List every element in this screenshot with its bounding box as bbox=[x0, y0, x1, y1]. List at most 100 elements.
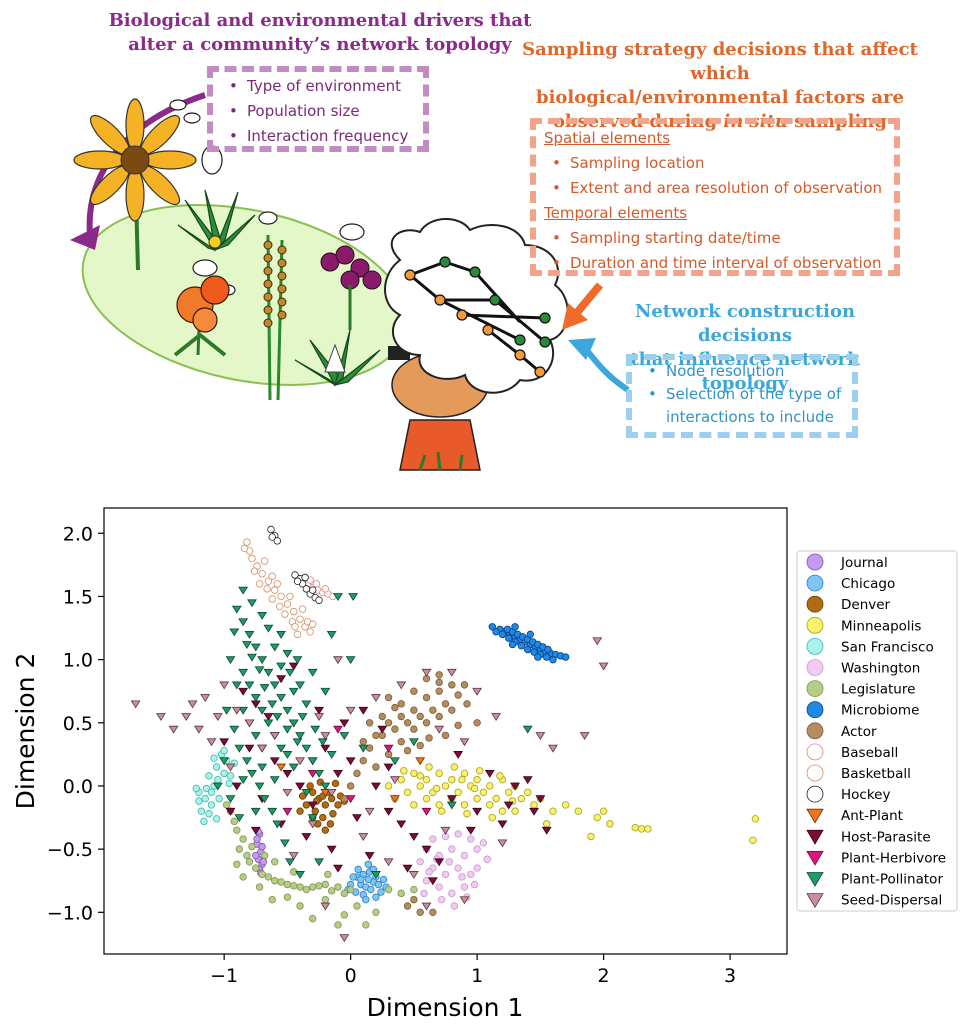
data-point-washington bbox=[438, 895, 446, 904]
data-point-chicago bbox=[377, 888, 385, 896]
data-point-legislature bbox=[239, 873, 247, 881]
data-point-microbiome bbox=[542, 653, 551, 661]
data-point-plant-pollinator bbox=[307, 757, 318, 766]
data-point-legislature bbox=[235, 845, 244, 853]
data-point-plant-pollinator bbox=[229, 628, 240, 637]
data-point-legislature bbox=[346, 885, 355, 894]
data-point-washington bbox=[470, 880, 479, 889]
data-point-host-parasite bbox=[529, 807, 539, 816]
data-point-baseball bbox=[312, 580, 321, 588]
data-point-plant-pollinator bbox=[250, 807, 261, 816]
data-point-legislature bbox=[283, 893, 292, 901]
data-point-plant-pollinator bbox=[276, 662, 286, 671]
data-point-washington bbox=[479, 839, 488, 847]
data-point-washington bbox=[460, 883, 469, 891]
data-point-washington bbox=[450, 902, 459, 910]
data-point-plant-pollinator bbox=[301, 744, 312, 753]
data-point-legislature bbox=[264, 873, 273, 881]
data-point-minneapolis bbox=[479, 788, 488, 796]
data-point-plant-pollinator bbox=[257, 706, 268, 715]
data-point-seed-dispersal bbox=[421, 668, 432, 677]
data-point-microbiome bbox=[524, 645, 532, 654]
data-point-minneapolis bbox=[549, 807, 557, 815]
data-point-plant-pollinator bbox=[212, 782, 223, 791]
y-tick-label: 0.5 bbox=[63, 713, 93, 735]
legend-marker bbox=[806, 743, 824, 761]
data-point-plant-pollinator bbox=[276, 631, 286, 639]
data-point-seed-dispersal bbox=[225, 763, 236, 772]
data-point-plant-pollinator bbox=[320, 687, 331, 696]
data-point-seed-dispersal bbox=[472, 687, 483, 696]
data-point-washington bbox=[454, 830, 462, 838]
data-point-plant-pollinator bbox=[276, 694, 286, 703]
data-point-seed-dispersal bbox=[598, 662, 609, 671]
data-point-plant-pollinator bbox=[269, 681, 280, 690]
legend-marker bbox=[806, 680, 824, 698]
data-point-denver bbox=[321, 826, 330, 834]
data-point-host-parasite bbox=[421, 845, 432, 854]
data-point-plant-pollinator bbox=[320, 782, 331, 791]
x-tick-label: 3 bbox=[724, 965, 736, 987]
data-point-actor bbox=[435, 712, 443, 721]
data-point-washington bbox=[435, 883, 443, 891]
data-point-seed-dispersal bbox=[295, 757, 305, 766]
data-point-seed-dispersal bbox=[231, 706, 242, 715]
data-point-plant-pollinator bbox=[310, 725, 321, 734]
data-point-plant-pollinator bbox=[301, 788, 312, 797]
data-point-san-francisco bbox=[212, 815, 221, 823]
legend-label: Minneapolis bbox=[841, 618, 921, 634]
sampling-header-line: biological/environmental factors are bbox=[536, 87, 904, 108]
data-point-actor bbox=[429, 706, 437, 714]
data-point-plant-pollinator bbox=[371, 871, 381, 879]
data-point-seed-dispersal bbox=[383, 858, 394, 867]
data-point-minneapolis bbox=[397, 775, 405, 784]
scatter-plot: −1 0 1 2 3 −1.0 −0.5 0.0 0.5 1.0 1.5 2.0 Dimension … bbox=[0, 490, 970, 1032]
data-point-plant-pollinator bbox=[257, 656, 268, 665]
data-point-chicago bbox=[364, 875, 373, 884]
data-point-washington bbox=[422, 877, 431, 885]
data-point-legislature bbox=[397, 889, 405, 898]
data-point-microbiome bbox=[526, 630, 534, 639]
data-point-actor bbox=[378, 712, 386, 721]
data-point-host-parasite bbox=[484, 769, 495, 778]
data-point-washington bbox=[458, 873, 466, 881]
data-point-san-francisco bbox=[220, 769, 228, 778]
data-point-plant-pollinator bbox=[295, 681, 305, 690]
data-point-actor bbox=[410, 687, 418, 695]
data-point-journal bbox=[259, 858, 268, 866]
data-point-san-francisco bbox=[205, 772, 213, 780]
network-box: Node resolution Selection of the type of… bbox=[626, 354, 858, 438]
data-point-washington bbox=[467, 870, 475, 879]
data-point-actor bbox=[463, 700, 471, 708]
data-point-host-parasite bbox=[263, 713, 274, 722]
data-point-minneapolis bbox=[416, 772, 424, 780]
data-point-hockey bbox=[315, 596, 323, 604]
data-point-plant-pollinator bbox=[250, 732, 261, 740]
data-point-legislature bbox=[243, 851, 251, 860]
data-point-actor bbox=[425, 734, 433, 742]
legend: Journal Chicago Denver Minneapolis San Franc… bbox=[796, 550, 958, 912]
network-item-line: Selection of the type of bbox=[666, 385, 842, 403]
data-point-plant-pollinator bbox=[225, 795, 236, 804]
data-point-minneapolis bbox=[751, 815, 760, 823]
temporal-item: Duration and time interval of observatio… bbox=[544, 251, 886, 276]
data-point-seed-dispersal bbox=[389, 776, 400, 785]
data-point-host-parasite bbox=[333, 864, 343, 873]
data-point-seed-dispersal bbox=[219, 681, 230, 690]
data-point-minneapolis bbox=[593, 813, 601, 822]
spatial-item: Sampling location bbox=[544, 151, 886, 176]
data-point-minneapolis bbox=[606, 820, 614, 828]
data-point-washington bbox=[425, 868, 433, 876]
purple-flowers bbox=[320, 245, 382, 330]
data-point-plant-pollinator bbox=[282, 706, 293, 715]
data-point-plant-pollinator bbox=[259, 795, 270, 804]
data-point-chicago bbox=[354, 865, 362, 874]
data-point-plant-pollinator bbox=[250, 643, 261, 652]
data-point-basketball bbox=[250, 567, 259, 575]
data-point-minneapolis bbox=[530, 801, 538, 809]
legend-marker bbox=[806, 893, 824, 908]
data-point-legislature bbox=[308, 883, 317, 891]
data-point-host-parasite bbox=[402, 864, 413, 873]
data-point-minneapolis bbox=[574, 807, 583, 815]
data-point-actor bbox=[429, 908, 437, 917]
